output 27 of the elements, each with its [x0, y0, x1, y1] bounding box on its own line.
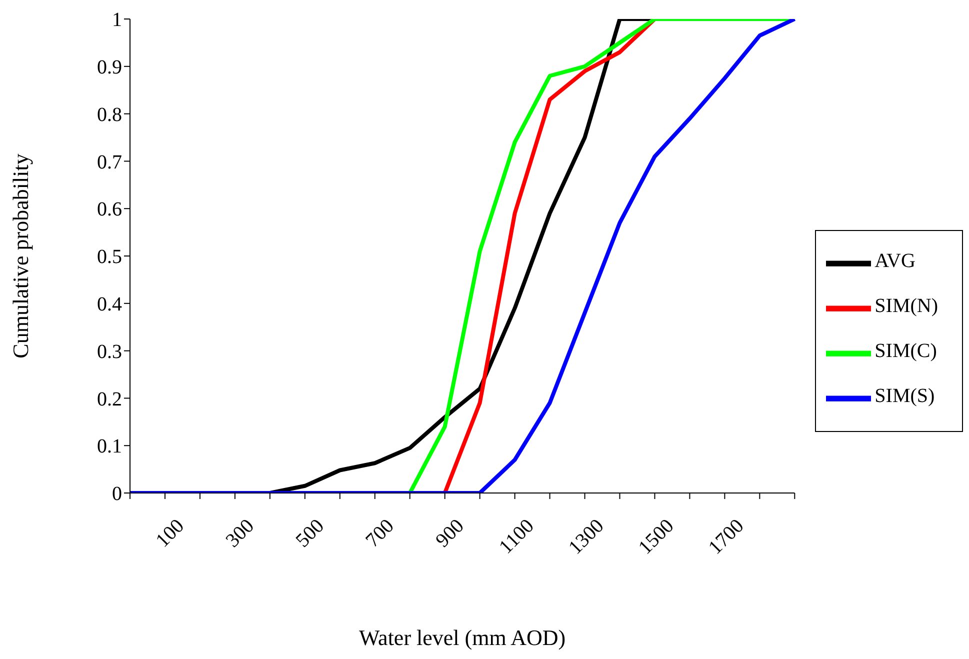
y-tick-label: 0.5	[97, 246, 122, 268]
y-axis-title: Cumulative probability	[8, 154, 33, 358]
legend-label: SIM(S)	[874, 384, 935, 407]
y-tick-label: 0.1	[97, 436, 122, 458]
x-tick-label: 1100	[495, 514, 538, 558]
y-tick-label: 0.9	[97, 56, 122, 78]
x-tick-label: 900	[432, 514, 468, 552]
y-tick-label: 0.7	[97, 151, 122, 174]
x-tick-label: 1300	[564, 514, 608, 559]
legend-label: SIM(C)	[874, 340, 937, 362]
legend-label: AVG	[874, 250, 916, 272]
y-tick-label: 0.4	[97, 294, 122, 316]
x-tick-label: 500	[292, 514, 328, 552]
x-tick-label: 300	[222, 514, 258, 552]
x-tick-label: 1700	[704, 514, 748, 559]
y-tick-label: 0	[112, 483, 122, 506]
y-tick-label: 0.6	[97, 198, 122, 221]
y-tick-label: 1	[112, 9, 122, 32]
y-tick-label: 0.8	[97, 104, 122, 126]
y-tick-label: 0.3	[97, 340, 122, 363]
line-series	[442, 19, 657, 493]
x-tick-label: 100	[152, 514, 189, 552]
y-tick-label: 0.2	[97, 388, 122, 410]
x-axis-title: Water level (mm AOD)	[359, 625, 566, 650]
legend-label: SIM(N)	[874, 294, 938, 317]
x-tick-label: 700	[362, 514, 398, 552]
x-tick-label: 1500	[634, 514, 678, 559]
